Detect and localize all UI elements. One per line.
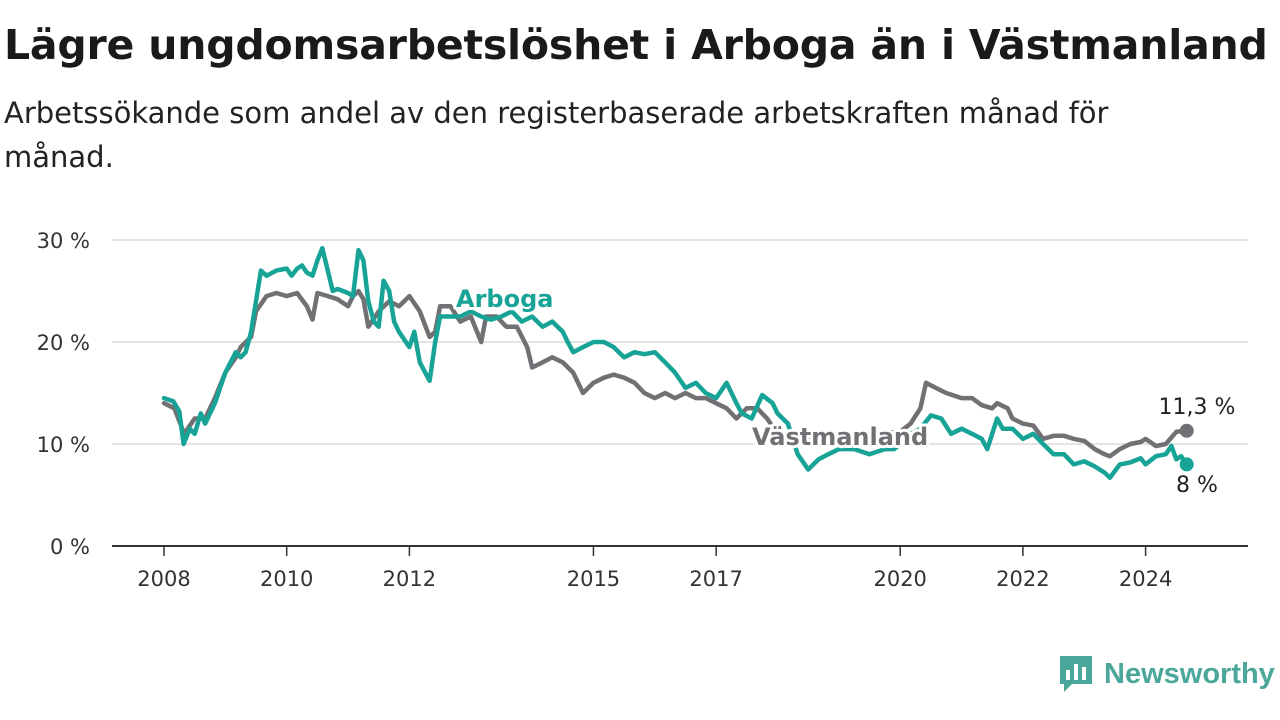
x-axis: 2008 2010 2012 2015 2017 2020 2022 2024 bbox=[112, 545, 1248, 591]
x-tick-label: 2024 bbox=[1119, 567, 1172, 591]
x-tick-label: 2017 bbox=[689, 567, 742, 591]
end-value-label-arboga: 8 % bbox=[1176, 473, 1218, 498]
series-labels: Arboga Västmanland 11,3 % 8 % bbox=[453, 282, 1236, 498]
series-lines bbox=[161, 245, 1194, 480]
chart-title: Lägre ungdomsarbetslöshet i Arboga än i … bbox=[4, 21, 1268, 69]
y-tick-label: 10 % bbox=[37, 433, 90, 457]
chart-subtitle: Arbetssökande som andel av den registerb… bbox=[4, 96, 1109, 174]
x-tick-label: 2020 bbox=[873, 567, 926, 591]
series-line-arboga bbox=[161, 245, 1189, 480]
x-tick-label: 2008 bbox=[137, 567, 190, 591]
newsworthy-logo-icon bbox=[1060, 656, 1092, 692]
y-tick-label: 0 % bbox=[50, 535, 90, 559]
y-tick-label: 20 % bbox=[37, 331, 90, 355]
end-point-vastmanland bbox=[1179, 423, 1194, 438]
end-value-label-vastmanland: 11,3 % bbox=[1159, 395, 1236, 420]
newsworthy-logo: Newsworthy bbox=[1058, 654, 1275, 694]
y-axis: 0 % 10 % 20 % 30 % bbox=[37, 229, 90, 559]
newsworthy-logo-text: Newsworthy bbox=[1104, 657, 1275, 690]
x-tick-label: 2022 bbox=[996, 567, 1049, 591]
series-label-arboga: Arboga bbox=[456, 285, 553, 313]
y-tick-label: 30 % bbox=[37, 229, 90, 253]
series-line-vastmanland bbox=[161, 288, 1189, 459]
end-point-arboga bbox=[1179, 457, 1194, 472]
series-label-vastmanland: Västmanland bbox=[752, 423, 928, 451]
x-tick-label: 2015 bbox=[567, 567, 620, 591]
x-tick-label: 2012 bbox=[383, 567, 436, 591]
x-tick-label: 2010 bbox=[260, 567, 313, 591]
grid-lines bbox=[112, 239, 1248, 445]
